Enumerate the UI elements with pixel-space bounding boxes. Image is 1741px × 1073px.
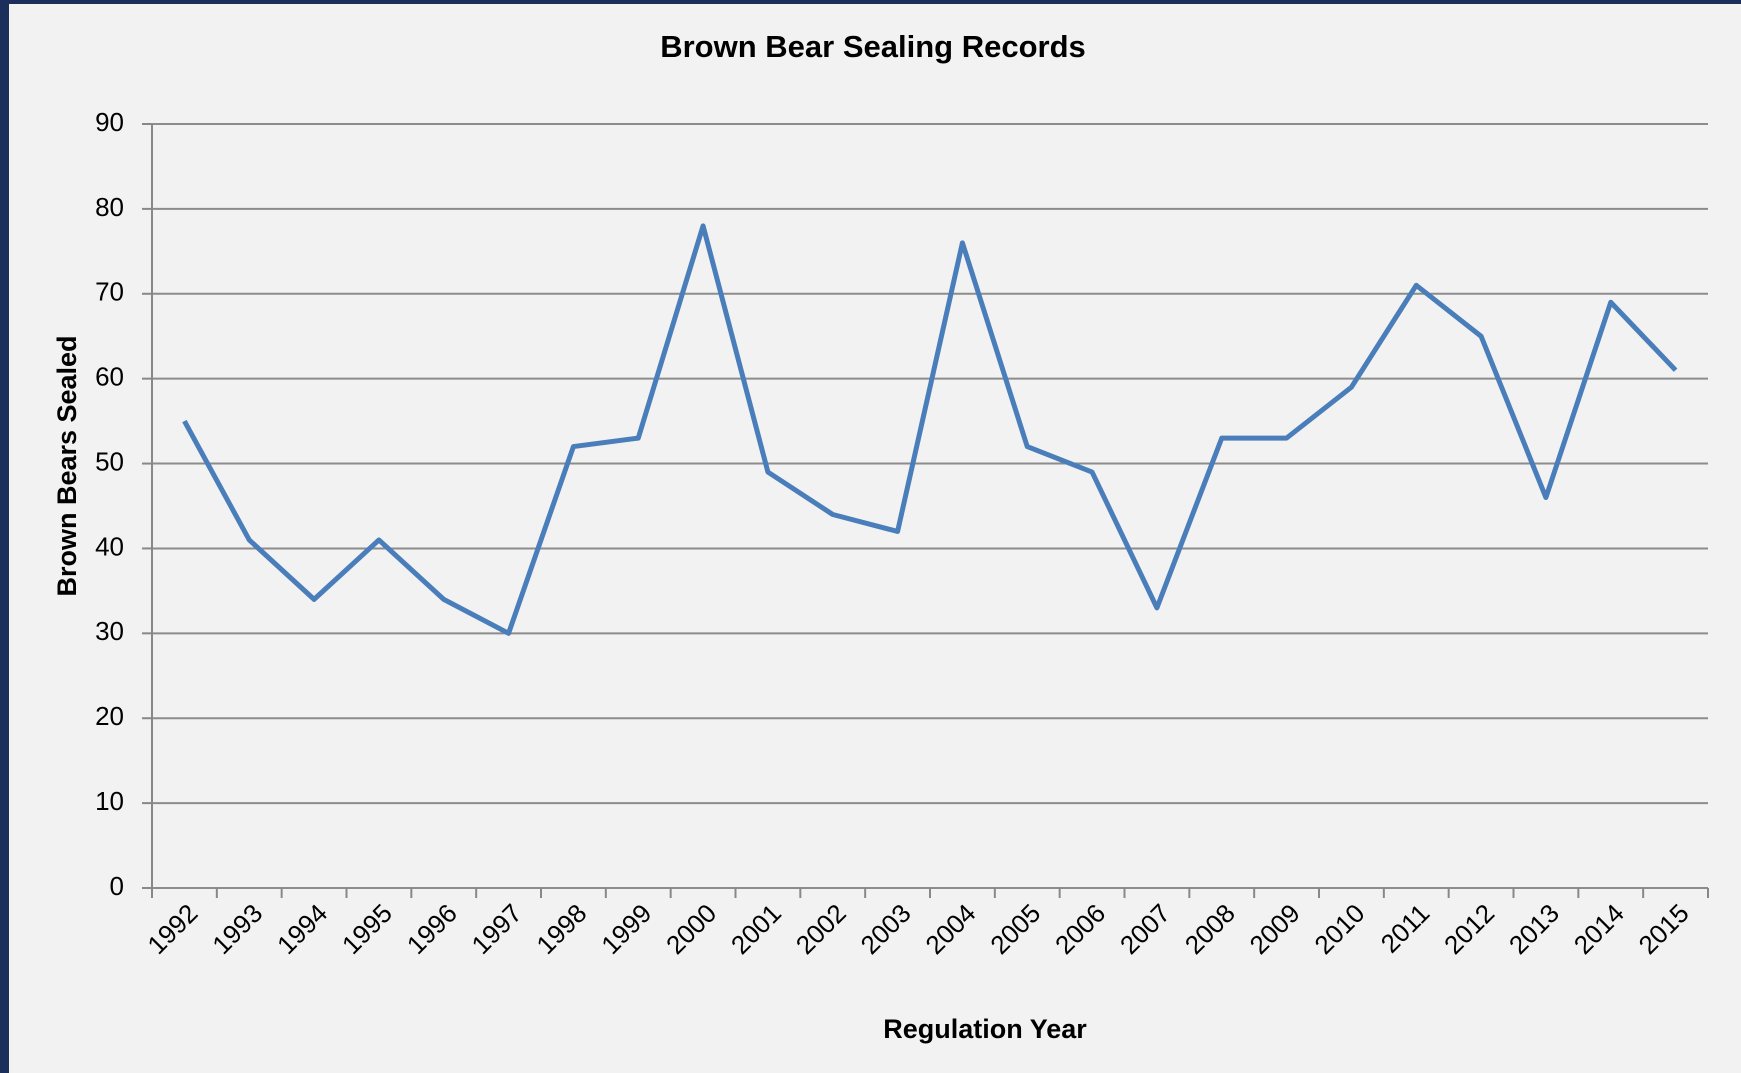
y-tick-label: 70: [95, 277, 124, 307]
y-tick-label: 0: [110, 871, 124, 901]
y-tick-label: 50: [95, 446, 124, 476]
y-tick-label: 60: [95, 362, 124, 392]
y-axis-title: Brown Bears Sealed: [52, 335, 82, 596]
chart-background: [9, 4, 1741, 1073]
y-tick-label: 80: [95, 192, 124, 222]
y-tick-label: 90: [95, 107, 124, 137]
chart-title: Brown Bear Sealing Records: [660, 29, 1086, 64]
data-line: [182, 223, 1678, 636]
y-tick-label: 30: [95, 616, 124, 646]
y-tick-label: 20: [95, 701, 124, 731]
x-axis-title: Regulation Year: [883, 1014, 1087, 1044]
y-tick-label: 40: [95, 531, 124, 561]
y-tick-label: 10: [95, 786, 124, 816]
